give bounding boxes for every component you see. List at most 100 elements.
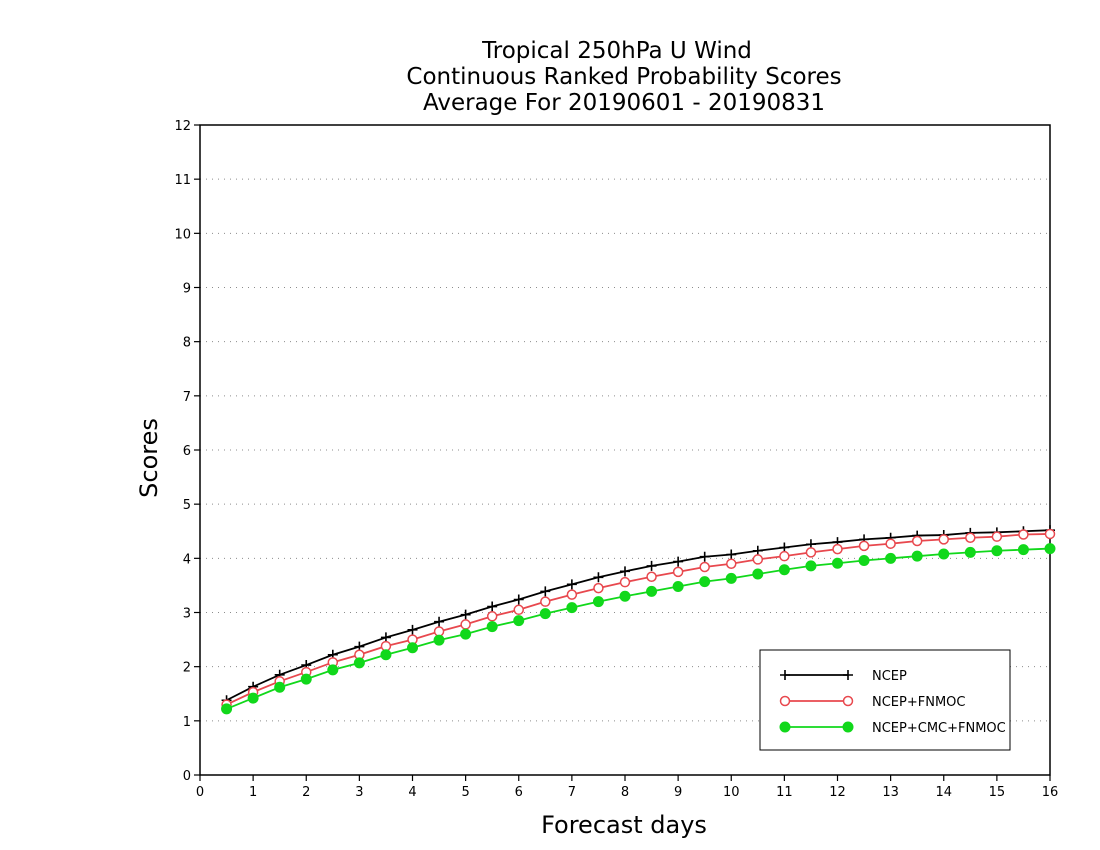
data-point <box>991 531 1003 542</box>
data-point <box>460 619 471 630</box>
data-point <box>805 547 817 558</box>
data-point <box>513 594 524 605</box>
data-point <box>699 576 711 588</box>
data-point <box>699 561 710 573</box>
y-tick-label: 8 <box>183 336 191 351</box>
data-point <box>911 550 923 562</box>
chart-title-line-3: Average For 20190601 - 20190831 <box>423 90 825 116</box>
legend-marker <box>842 695 854 707</box>
data-point <box>965 532 976 543</box>
data-point <box>858 540 870 552</box>
data-point <box>540 596 551 607</box>
series-ncep-cmc-fnmoc <box>221 543 1056 715</box>
data-point <box>752 545 763 556</box>
data-point <box>938 548 950 560</box>
data-point <box>486 611 498 622</box>
data-point <box>566 579 577 590</box>
data-point <box>566 602 578 614</box>
legend-marker <box>843 670 853 680</box>
data-point <box>1044 543 1056 555</box>
legend-marker <box>780 670 790 680</box>
data-point <box>619 590 631 602</box>
y-tick-label: 12 <box>174 119 191 134</box>
data-point <box>487 601 498 612</box>
chart-title-line-2: Continuous Ranked Probability Scores <box>406 64 841 90</box>
data-point <box>673 556 684 567</box>
data-point <box>619 576 631 588</box>
data-point <box>274 681 286 693</box>
chart-title-line-1: Tropical 250hPa U Wind <box>481 38 752 64</box>
data-point <box>592 596 604 608</box>
y-tick-label: 0 <box>183 769 191 784</box>
x-tick-label: 0 <box>196 785 204 800</box>
legend-box <box>759 649 1011 751</box>
data-point <box>991 545 1003 557</box>
data-point <box>1044 528 1056 540</box>
y-axis-title: Scores <box>135 418 163 498</box>
data-point <box>858 555 870 566</box>
data-point <box>486 621 498 633</box>
x-tick-label: 9 <box>674 785 682 800</box>
y-tick-label: 5 <box>183 498 191 513</box>
x-tick-label: 11 <box>776 785 793 800</box>
legend-label: NCEP+FNMOC <box>872 695 965 710</box>
data-point <box>460 628 472 640</box>
legend-item: NCEP+FNMOC <box>779 695 965 710</box>
y-tick-label: 7 <box>183 390 191 405</box>
data-point <box>353 657 365 669</box>
legend-label: NCEP <box>872 669 907 684</box>
data-point <box>221 703 233 715</box>
x-tick-label: 13 <box>882 785 899 800</box>
data-point <box>885 552 897 564</box>
data-point <box>433 626 445 637</box>
data-point <box>380 640 392 652</box>
series-ncep-fnmoc <box>221 528 1056 710</box>
y-tick-label: 10 <box>174 227 191 242</box>
y-tick-label: 6 <box>183 444 191 459</box>
data-point <box>726 558 737 569</box>
x-tick-label: 5 <box>461 785 469 800</box>
data-point <box>407 642 418 654</box>
x-axis-title: Forecast days <box>541 811 707 839</box>
data-point <box>434 616 445 627</box>
data-point <box>646 571 657 582</box>
data-point <box>433 634 445 646</box>
data-point <box>380 649 392 661</box>
data-point <box>938 534 949 545</box>
data-point <box>513 615 525 627</box>
data-point <box>832 557 843 569</box>
data-point <box>1017 544 1029 556</box>
x-tick-label: 4 <box>408 785 416 800</box>
y-tick-label: 9 <box>183 282 191 297</box>
y-tick-label: 3 <box>183 607 191 622</box>
x-tick-label: 3 <box>355 785 363 800</box>
x-tick-label: 15 <box>989 785 1006 800</box>
legend-marker <box>842 721 854 733</box>
data-point <box>752 554 764 565</box>
legend: NCEP NCEP+FNMOC NCEP+CMC+FNMOC <box>759 649 1011 751</box>
data-point <box>460 609 471 620</box>
data-point <box>832 543 843 555</box>
data-point <box>778 564 790 576</box>
data-point <box>407 624 418 635</box>
data-point <box>327 664 339 676</box>
legend-label: NCEP+CMC+FNMOC <box>872 721 1006 736</box>
data-point <box>911 535 923 547</box>
data-point <box>1018 529 1029 540</box>
data-point <box>513 604 524 616</box>
y-tick-label: 4 <box>183 552 191 567</box>
y-tick-label: 2 <box>183 661 191 676</box>
x-axis: 0 1 2 3 4 5 6 7 8 9 10 11 12 13 14 15 16 <box>196 775 1058 800</box>
x-tick-label: 2 <box>302 785 310 800</box>
x-tick-label: 10 <box>723 785 740 800</box>
data-point <box>805 560 817 572</box>
legend-item: NCEP+CMC+FNMOC <box>779 721 1006 736</box>
x-tick-label: 6 <box>515 785 523 800</box>
legend-marker <box>779 721 791 733</box>
data-point <box>620 566 630 577</box>
x-tick-label: 1 <box>249 785 257 800</box>
x-tick-label: 7 <box>568 785 576 800</box>
data-point <box>593 572 604 583</box>
